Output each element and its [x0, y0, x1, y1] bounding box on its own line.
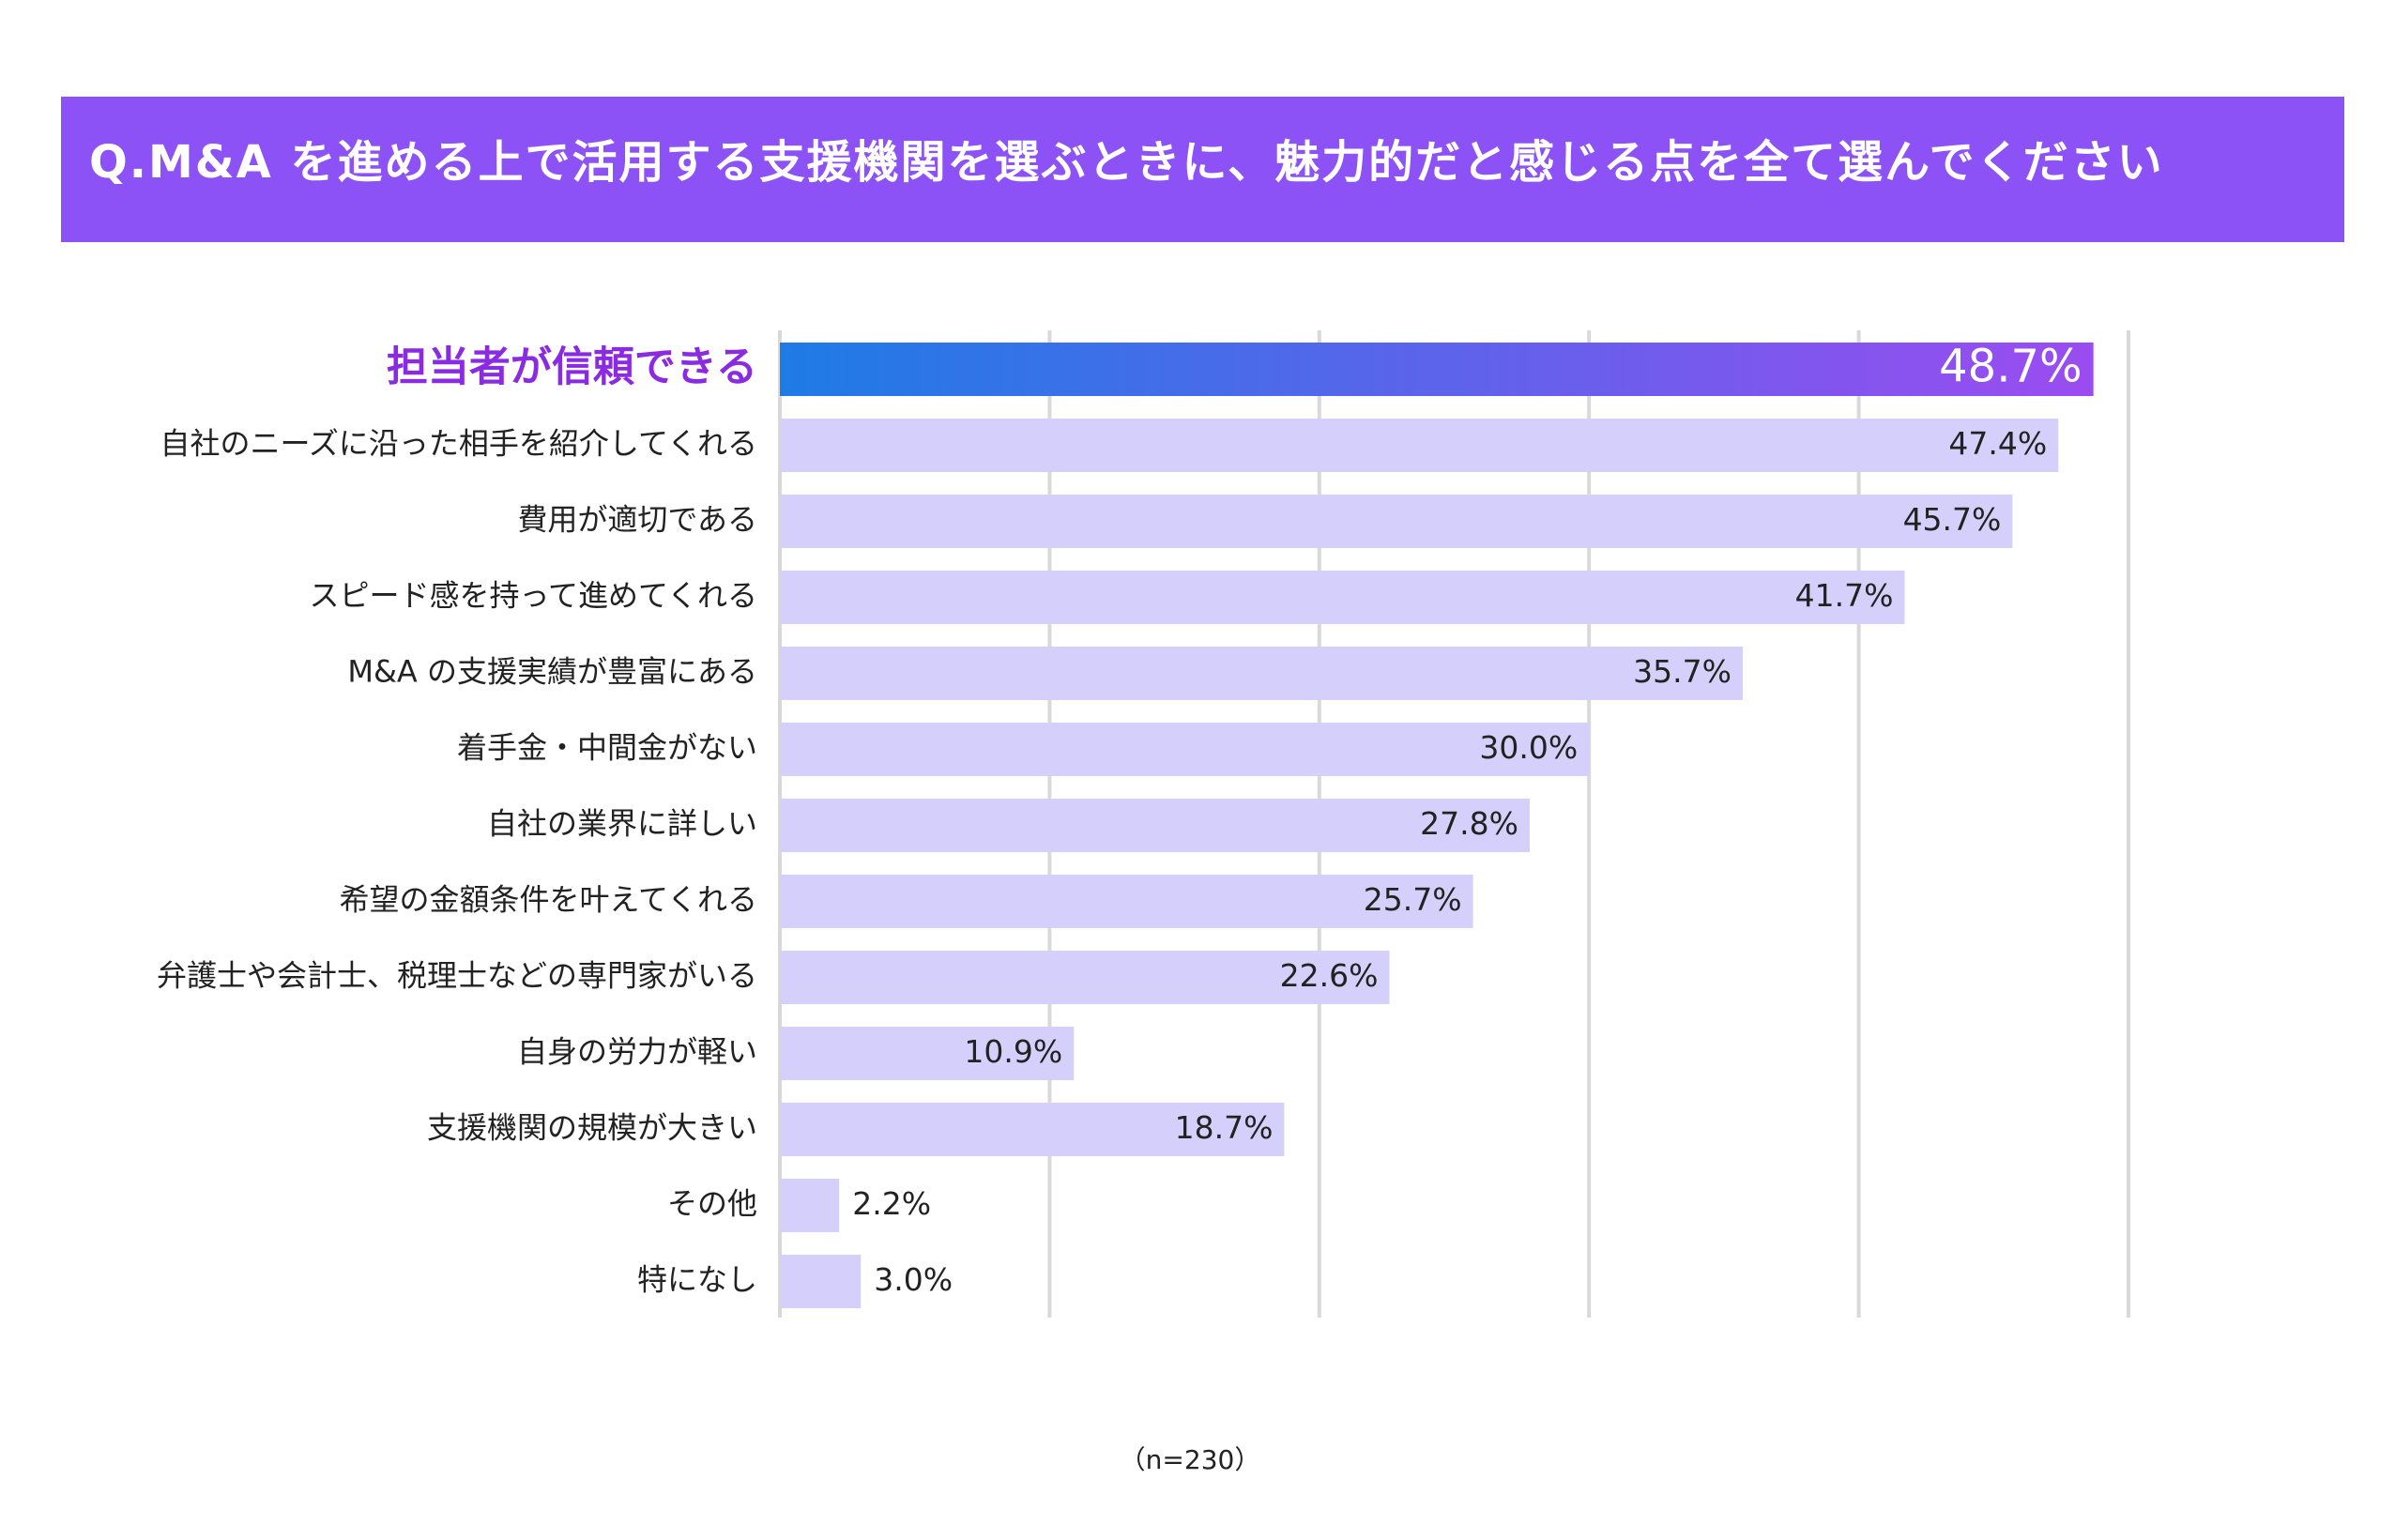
category-label: 着手金・中間金がない [457, 730, 757, 766]
bar [780, 571, 1905, 624]
bar [780, 1103, 1285, 1156]
value-label: 45.7% [1903, 501, 2002, 538]
note: （n=230） [1120, 1444, 1261, 1475]
category-label: 支援機関の規模が大きい [427, 1110, 757, 1146]
bar [780, 419, 2059, 472]
title-band [61, 97, 2344, 242]
value-label: 35.7% [1633, 653, 1731, 690]
value-label: 48.7% [1939, 341, 2082, 393]
value-label: 27.8% [1420, 805, 1518, 842]
bar [780, 723, 1590, 776]
bar [780, 1027, 1075, 1080]
chart-title: Q.M&A を進める上で活用する支援機関を選ぶときに、魅力的だと感じる点を全て選… [89, 136, 2164, 189]
bar [780, 875, 1473, 928]
bar [780, 1255, 862, 1308]
category-label: 自社のニーズに沿った相手を紹介してくれる [160, 426, 757, 462]
category-label: 担当者が信頼できる [387, 343, 757, 391]
category-label: 弁護士や会計士、税理士などの専門家がいる [157, 958, 757, 994]
bar [780, 799, 1530, 852]
category-label: 自身の労力が軽い [517, 1034, 757, 1070]
category-label: その他 [667, 1186, 757, 1222]
value-label: 47.4% [1948, 425, 2047, 462]
value-label: 30.0% [1479, 729, 1578, 766]
value-label: 2.2% [852, 1185, 931, 1222]
bar [780, 495, 2013, 548]
bar [780, 647, 1744, 700]
category-label: M&A の支援実績が豊富にある [347, 654, 757, 690]
bar [780, 1179, 840, 1232]
category-label: スピード感を持って進めてくれる [310, 578, 757, 614]
value-label: 41.7% [1795, 577, 1894, 614]
value-label: 22.6% [1280, 957, 1379, 994]
category-label: 特になし [637, 1262, 757, 1298]
category-label: 費用が適切である [517, 502, 757, 538]
bar [780, 343, 2094, 396]
category-label: 自社の業界に詳しい [487, 806, 757, 842]
value-label: 25.7% [1364, 881, 1462, 918]
value-label: 3.0% [874, 1261, 953, 1298]
bar [780, 951, 1390, 1004]
category-label: 希望の金額条件を叶えてくれる [340, 882, 757, 918]
value-label: 18.7% [1175, 1109, 1274, 1146]
value-label: 10.9% [964, 1033, 1062, 1070]
